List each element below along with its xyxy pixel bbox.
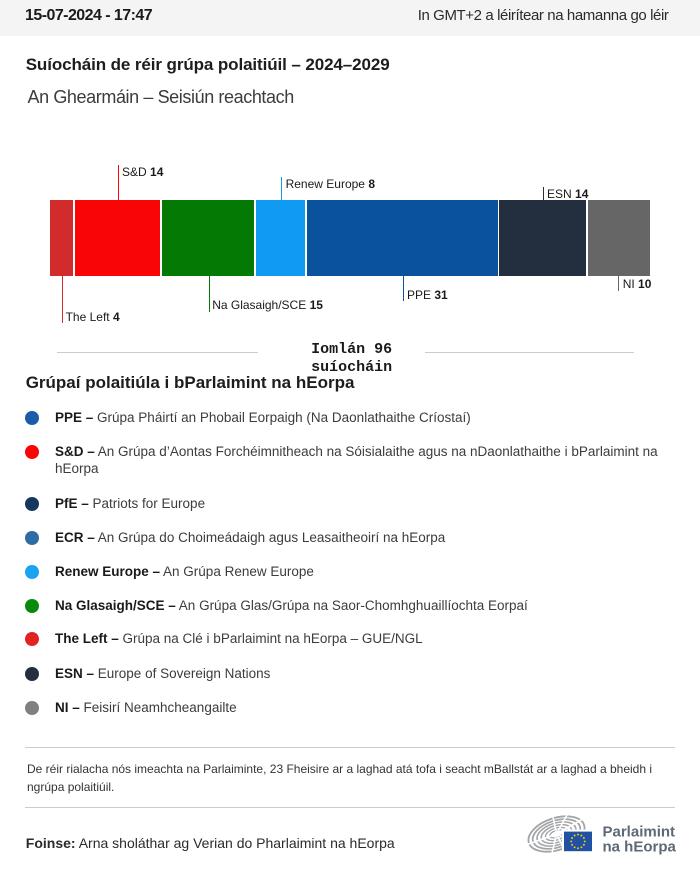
svg-text:Parlaimint: Parlaimint [603,823,676,840]
svg-text:na hEorpa: na hEorpa [603,838,677,855]
